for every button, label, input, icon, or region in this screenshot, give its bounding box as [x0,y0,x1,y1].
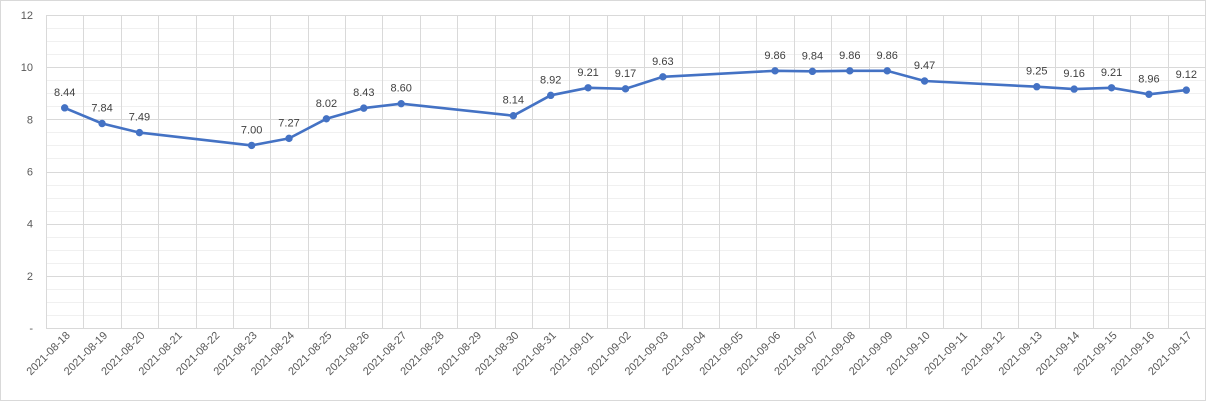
data-point [1107,84,1116,92]
y-tick-label: 4 [27,219,33,231]
data-point [621,85,630,93]
y-tick-label: 2 [27,271,33,283]
data-label: 8.02 [316,98,337,110]
data-label: 8.92 [540,74,561,86]
data-label: 9.84 [802,50,823,62]
y-tick-label: 8 [27,114,33,126]
data-point [397,99,405,108]
data-point [846,67,854,75]
y-tick-label: 12 [21,10,33,22]
data-point [1182,86,1191,94]
y-axis: - 2 4 6 8 10 12 [21,10,34,335]
major-gridlines [46,15,1205,329]
data-point [60,104,69,112]
data-point [771,67,779,75]
data-label: 7.27 [278,117,299,129]
data-label: 9.47 [914,60,935,72]
data-label: 9.16 [1063,68,1084,80]
data-point [1145,90,1153,98]
data-label: 9.21 [1101,67,1122,79]
data-label: 9.17 [615,68,636,80]
data-point [1033,83,1041,91]
data-label: 9.86 [839,50,860,62]
data-label: 7.00 [241,124,262,136]
data-point [547,91,555,100]
y-tick-label: 6 [27,167,33,179]
data-point [659,73,667,81]
data-point [98,119,106,128]
data-point [247,141,256,150]
series-markers [60,67,1191,150]
data-label: 9.21 [577,67,598,79]
data-point [360,104,368,112]
data-point [1070,85,1078,93]
data-point [509,111,518,120]
y-tick-label: - [29,323,33,335]
data-point [135,128,144,137]
data-label: 8.14 [503,95,524,107]
data-label: 9.86 [876,50,897,62]
data-label: 7.49 [129,112,150,124]
data-point [883,67,891,75]
data-label: 9.25 [1026,66,1047,78]
data-label: 8.43 [353,87,374,99]
data-label: 8.60 [390,83,411,95]
data-label: 9.63 [652,56,673,68]
data-labels: 8.44 7.84 7.49 7.00 7.27 8.02 8.43 8.60 8.14 8.92… [54,50,1197,137]
data-point [322,115,331,123]
data-label: 9.86 [764,50,785,62]
data-point [584,84,592,92]
data-label: 7.84 [91,103,112,115]
data-label: 9.12 [1176,69,1197,81]
y-tick-label: 10 [21,62,33,74]
data-point [285,134,293,143]
data-point [808,67,817,76]
data-label: 8.44 [54,87,75,99]
data-label: 8.96 [1138,73,1159,85]
data-point [920,77,929,85]
